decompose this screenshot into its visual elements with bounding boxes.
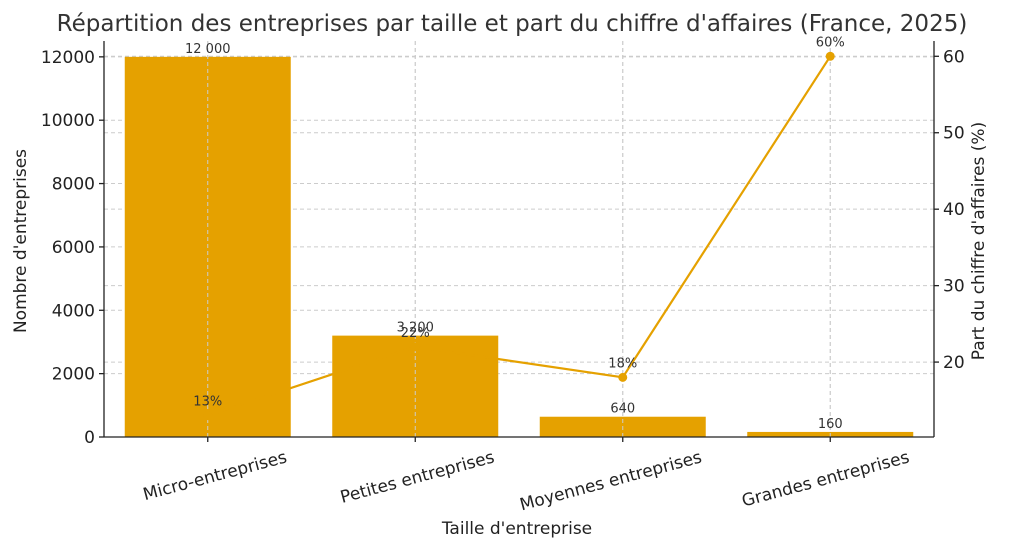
labels-layer: 12 000 3 200 640 160 13% 22% 18% 60% [185,35,845,432]
x-axis-label: Taille d'entreprise [441,519,592,539]
line-layer [203,51,835,421]
x-tick-label: Grandes entreprises [740,447,912,511]
x-tick-label: Micro-entreprises [141,447,289,505]
x-tick-label: Petites entreprises [338,447,496,507]
y-axis-label: Nombre d'entreprises [11,149,31,333]
line-series [207,55,832,417]
bar-value-label: 160 [818,417,843,432]
bar-value-label: 3 200 [397,321,434,336]
line-point [203,411,213,421]
y-tick-label: 6000 [52,238,95,258]
x-tick-label: Moyennes entreprises [518,447,704,515]
line-value-label: 18% [608,356,637,371]
y2-tick-label: 50 [943,124,965,144]
y-tick-label: 2000 [52,365,95,385]
y-tick-label: 4000 [52,301,95,321]
y2-tick-label: 30 [943,277,965,297]
y-tick-label: 10000 [41,111,95,131]
y2-tick-label: 40 [943,200,965,220]
bar-value-label: 12 000 [185,42,231,57]
line-point [410,342,420,352]
y2-axis-label: Part du chiffre d'affaires (%) [969,122,989,360]
y-tick-label: 8000 [52,175,95,195]
bar-value-label: 640 [610,402,635,417]
y2-tick-label: 60 [943,47,965,67]
line-value-label: 13% [193,395,222,410]
line-value-label: 22% [401,326,430,341]
y-tick-label: 12000 [41,48,95,68]
line-point [618,372,628,382]
line-value-label: 60% [816,35,845,50]
line-point [825,51,835,61]
bars-layer [124,41,914,438]
y2-tick-label: 20 [943,353,965,373]
chart-title: Répartition des entreprises par taille e… [57,11,968,37]
y-tick-label: 0 [84,428,95,448]
